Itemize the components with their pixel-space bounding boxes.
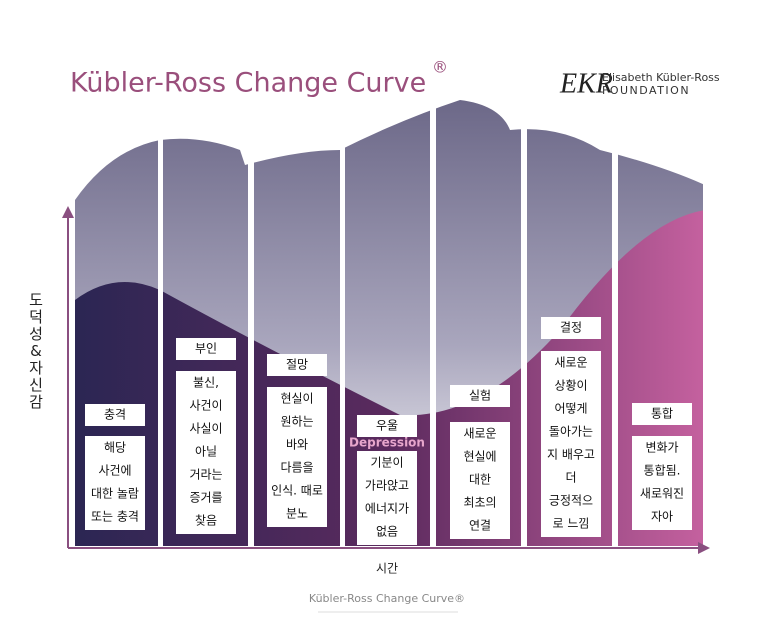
stage-description-line: 긍정적으 [549,494,593,508]
stage-title-box [357,415,417,437]
stage-title: 우울 [376,419,398,433]
stage-title-box [450,385,510,407]
stage-description-line: 통합됨. [644,464,681,478]
stage-description-line: 거라는 [189,468,222,482]
stage-description-line: 사건에 [98,464,131,478]
stage-description-line: 자아 [651,510,673,524]
stage-description-line: 찾음 [195,514,217,528]
y-axis-label-char: 신 [29,376,43,394]
stage-description-line: 현실이 [280,392,313,406]
stage-description-line: 새로운 [554,356,587,370]
stage-description-line: 원하는 [280,415,313,429]
stage-title: 통합 [651,407,673,421]
stage-description-line: 로 느낌 [553,517,590,531]
stage-description-line: 더 [565,471,576,485]
y-arrow [62,206,74,218]
stage-description-line: 증거를 [189,491,222,505]
y-axis-label-char: 감 [29,393,43,411]
stage-description-box [176,371,236,534]
stage-title-box [632,403,692,425]
stage-title: 부인 [195,342,217,356]
stage-description-line: 연결 [469,519,491,533]
stage-description-line: 상황이 [554,379,587,393]
stage-description-line: 분노 [286,507,308,521]
stage-description-line: 대한 놀람 [91,487,139,501]
stage-description-line: 돌아가는 [549,425,593,439]
stage-description-line: 대한 [469,473,491,487]
y-axis-label: 도 덕 성 & 자 신 감 [29,291,43,411]
stage-title: 절망 [286,358,308,372]
title-mark: ® [432,58,448,77]
stage-description-line: 어떻게 [554,402,587,416]
y-axis-label-char: & [30,342,42,360]
stage-description-line: 새로운 [463,427,496,441]
stage-description-line: 사실이 [189,422,222,436]
stage-description-line: 최초의 [463,496,496,510]
stage-description-box [450,422,510,539]
stage-description-line: 가라앉고 [365,479,409,493]
stage-title-box [85,404,145,426]
stage-description-line: 새로워진 [640,487,684,501]
stage-description-line: 현실에 [463,450,496,464]
stage-description-line: 사건이 [189,399,222,413]
stage-description-box [85,436,145,530]
x-arrow [698,542,710,554]
stage-description-line: 불신, [193,376,219,390]
stage-description-box [632,436,692,530]
stage-description-line: 기분이 [370,456,403,470]
stage-description-box [357,451,417,545]
stage-title: 실험 [469,389,491,403]
title: Kübler-Ross Change Curve [70,68,426,99]
stage-description-line: 에너지가 [365,502,409,516]
y-axis-label-char: 도 [29,291,43,309]
y-axis-label-char: 덕 [29,308,43,326]
y-axis-label-char: 자 [29,359,43,377]
logo-text: Elisabeth Kübler-Ross [602,71,720,84]
stage-description-line: 바와 [286,438,308,452]
stage-description-line: 변화가 [645,441,678,455]
stage-description-line: 해당 [104,441,126,455]
stage-title-box [541,317,601,339]
stage-description-line: 지 배우고 [547,448,595,462]
stage-description-line: 또는 충격 [91,510,139,524]
stage-description-line: 다름을 [280,461,313,475]
stage-description-box [267,387,327,527]
stage-description-box [541,351,601,537]
stage-english: Depression [349,436,425,450]
stage-title-box [176,338,236,360]
logo-text: FOUNDATION [602,84,690,97]
stage-description-line: 아닐 [195,445,217,459]
stage-title: 충격 [104,408,126,422]
caption: Kübler-Ross Change Curve® [309,592,465,605]
stage-title: 결정 [560,321,582,335]
stage-description-line: 없음 [376,525,398,539]
y-axis-label-char: 성 [29,325,43,343]
logo-mark: EKR [559,68,613,99]
x-axis-label: 시간 [376,562,398,576]
stage-title-box [267,354,327,376]
stage-description-line: 인식. 때로 [271,484,323,498]
